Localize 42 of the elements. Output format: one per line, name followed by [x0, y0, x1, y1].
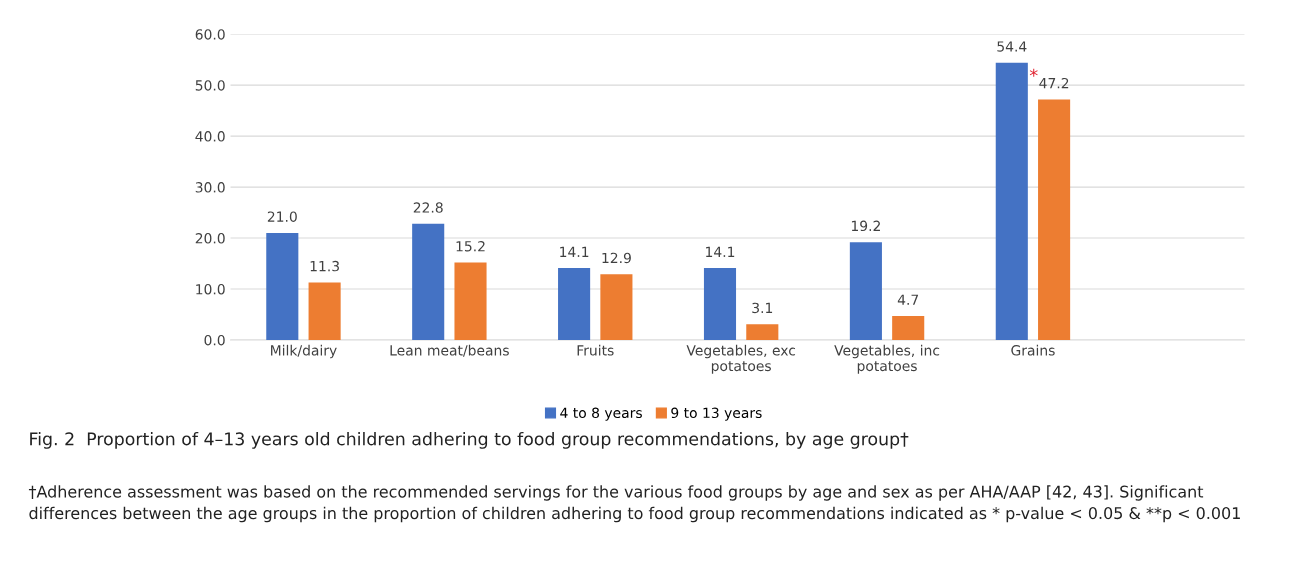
- text: Fig. 2 Proportion of 4–13 years old children adhering to food group recommendations, by age group†: [30, 431, 909, 449]
- annotation: *: [1029, 68, 1038, 77]
- data-label: 12.9: [602, 252, 631, 264]
- x-tick-label: Grains: [1011, 344, 1055, 356]
- bar: [703, 268, 737, 340]
- data-label: 4.7: [897, 294, 919, 305]
- data-label: 54.4: [997, 41, 1027, 52]
- bar: [412, 223, 445, 340]
- bar: [600, 274, 633, 340]
- text: †Adherence assessment was based on the recommended servings for the various food groups by age and sex as per AHA/AAP [42, 43]. Significant differences between the age groups in the proportion of children adhering to food group recommendations indicated as * p-value < 0.05 & **p < 0.001: [28, 485, 1240, 523]
- legend-label: 4 to 8 years: [560, 407, 642, 421]
- x-tick-label: Lean meat/beans: [390, 344, 509, 357]
- x-tick-label: Vegetables, exc potatoes: [686, 344, 796, 374]
- x-tick-label: Milk/dairy: [271, 344, 337, 359]
- y-tick-label: 40.0: [195, 131, 225, 142]
- data-label: 3.1: [752, 302, 773, 314]
- bar: [995, 62, 1028, 340]
- y-tick-label: 10.0: [196, 283, 225, 295]
- data-label: 14.1: [706, 246, 735, 257]
- y-tick-label: 20.0: [195, 233, 225, 244]
- bar: [558, 268, 591, 340]
- x-tick-label: Vegetables, inc potatoes: [834, 344, 940, 374]
- bar: [266, 232, 299, 340]
- x-tick-label: Fruits: [577, 344, 614, 356]
- y-tick-label: 50.0: [195, 80, 225, 91]
- data-label: 21.0: [267, 211, 297, 222]
- data-label: 22.8: [413, 202, 443, 213]
- y-tick-label: 60.0: [195, 29, 225, 40]
- data-label: 19.2: [851, 220, 880, 232]
- bar: [454, 262, 487, 340]
- data-label: 11.3: [310, 260, 339, 272]
- data-label: 47.2: [1039, 77, 1069, 89]
- data-label: 15.2: [456, 240, 485, 252]
- bar: [308, 282, 341, 340]
- bar: [849, 242, 882, 340]
- data-label: 14.1: [560, 246, 589, 257]
- y-tick-label: 30.0: [195, 182, 225, 193]
- bar: [746, 324, 779, 340]
- bar: [892, 316, 925, 340]
- bar: [1038, 99, 1071, 340]
- legend-label: 9 to 13 years: [671, 407, 762, 421]
- y-tick-label: 0.0: [204, 334, 225, 346]
